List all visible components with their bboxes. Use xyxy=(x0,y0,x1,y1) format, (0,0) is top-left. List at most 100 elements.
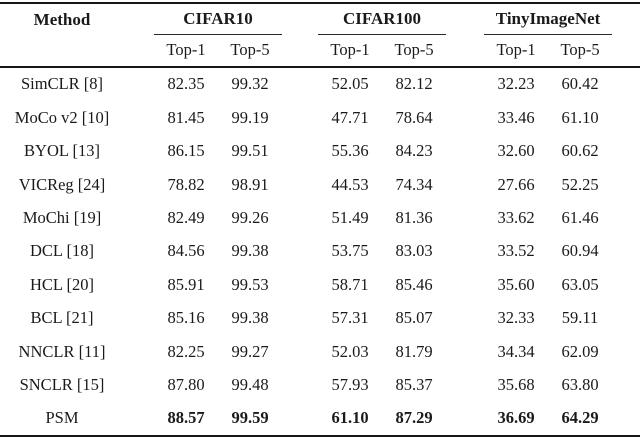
value-cell: 34.34 xyxy=(497,341,535,361)
method-cell: NNCLR [11] xyxy=(18,341,106,361)
spacer-cell xyxy=(124,369,154,402)
value-cell: 99.32 xyxy=(231,74,269,94)
value-cell: 60.42 xyxy=(561,74,599,94)
group-header-row: Method CIFAR10 CIFAR100 TinyImageNet xyxy=(0,3,640,35)
subheader-row: Top-1 Top-5 Top-1 Top-5 Top-1 Top-5 xyxy=(0,34,640,68)
value-cell: 81.45 xyxy=(167,107,205,127)
value-cell: 59.11 xyxy=(561,308,599,328)
subheader-cifar100-top5: Top-5 xyxy=(382,34,447,68)
method-cell: DCL [18] xyxy=(29,241,94,261)
value-cell: 82.25 xyxy=(167,341,205,361)
value-cell: 85.46 xyxy=(395,274,433,294)
value-cell: 81.36 xyxy=(395,208,433,227)
spacer-cell xyxy=(282,268,318,301)
spacer-cell xyxy=(124,135,154,168)
value-cell: 99.38 xyxy=(231,241,269,261)
value-cell: 35.68 xyxy=(497,374,535,394)
spacer-cell xyxy=(282,235,318,268)
value-cell: 51.49 xyxy=(331,208,369,227)
table-row: MoChi [19] 82.49 99.26 51.49 81.36 33.62… xyxy=(0,202,640,235)
method-column-header: Method xyxy=(33,9,91,29)
value-cell: 52.03 xyxy=(331,341,369,361)
value-cell: 60.62 xyxy=(561,141,599,161)
spacer-cell xyxy=(282,135,318,168)
table-row: BCL [21] 85.16 99.38 57.31 85.07 32.33 5… xyxy=(0,302,640,335)
spacer-cell xyxy=(124,3,154,35)
method-cell: PSM xyxy=(45,408,79,428)
spacer-cell xyxy=(612,402,640,436)
table-row: DCL [18] 84.56 99.38 53.75 83.03 33.52 6… xyxy=(0,235,640,268)
group-header-cifar100: CIFAR100 xyxy=(318,3,447,35)
spacer-cell xyxy=(612,3,640,35)
value-cell: 78.64 xyxy=(395,107,433,127)
value-cell: 60.94 xyxy=(561,241,599,261)
method-cell: HCL [20] xyxy=(29,274,94,294)
spacer-cell xyxy=(612,235,640,268)
value-cell: 33.52 xyxy=(497,241,535,261)
method-cell: VICReg [24] xyxy=(18,174,106,194)
value-cell: 88.57 xyxy=(167,408,205,428)
spacer-cell xyxy=(612,101,640,134)
value-cell: 87.29 xyxy=(395,408,433,428)
spacer-cell xyxy=(446,302,484,335)
value-cell: 98.91 xyxy=(231,174,269,194)
value-cell: 83.03 xyxy=(395,241,433,261)
spacer-cell xyxy=(124,335,154,368)
spacer-cell xyxy=(446,202,484,235)
table-row: HCL [20] 85.91 99.53 58.71 85.46 35.60 6… xyxy=(0,268,640,301)
spacer-cell xyxy=(282,34,319,68)
value-cell: 33.62 xyxy=(497,208,535,227)
table-row: NNCLR [11] 82.25 99.27 52.03 81.79 34.34… xyxy=(0,335,640,368)
spacer-cell xyxy=(124,101,154,134)
spacer-cell xyxy=(124,67,154,101)
spacer-cell xyxy=(282,101,318,134)
value-cell: 62.09 xyxy=(561,341,599,361)
value-cell: 99.26 xyxy=(231,208,269,227)
spacer-cell xyxy=(124,268,154,301)
value-cell: 99.19 xyxy=(231,107,269,127)
value-cell: 32.23 xyxy=(497,74,535,94)
value-cell: 52.25 xyxy=(561,174,599,194)
value-cell: 35.60 xyxy=(497,274,535,294)
spacer-cell xyxy=(446,268,484,301)
table-row-psm: PSM 88.57 99.59 61.10 87.29 36.69 64.29 xyxy=(0,402,640,436)
spacer-cell xyxy=(282,3,318,35)
value-cell: 32.60 xyxy=(497,141,535,161)
spacer-cell xyxy=(446,135,484,168)
value-cell: 47.71 xyxy=(331,107,369,127)
spacer-cell xyxy=(282,335,318,368)
spacer-cell xyxy=(282,402,318,436)
spacer-cell xyxy=(446,3,484,35)
spacer-cell xyxy=(446,369,484,402)
value-cell: 85.16 xyxy=(167,308,205,328)
subheader-cifar100-top1: Top-1 xyxy=(318,34,383,68)
spacer-cell xyxy=(446,335,484,368)
value-cell: 63.05 xyxy=(561,274,599,294)
spacer-cell xyxy=(612,135,640,168)
value-cell: 57.93 xyxy=(331,374,369,394)
spacer-cell xyxy=(282,302,318,335)
spacer-cell xyxy=(282,202,318,235)
method-cell: SNCLR [15] xyxy=(19,374,105,394)
spacer-cell xyxy=(446,168,484,201)
value-cell: 53.75 xyxy=(331,241,369,261)
value-cell: 33.46 xyxy=(497,107,535,127)
subheader-cifar10-top5: Top-5 xyxy=(218,34,283,68)
spacer-cell xyxy=(446,101,484,134)
method-cell: BYOL [13] xyxy=(24,141,100,161)
value-cell: 63.80 xyxy=(561,374,599,394)
value-cell: 85.37 xyxy=(395,374,433,394)
value-cell: 52.05 xyxy=(331,74,369,94)
value-cell: 36.69 xyxy=(497,408,535,428)
value-cell: 99.38 xyxy=(231,308,269,328)
spacer-cell xyxy=(446,402,484,436)
value-cell: 78.82 xyxy=(167,174,205,194)
spacer-cell xyxy=(124,302,154,335)
value-cell: 99.27 xyxy=(231,341,269,361)
method-cell: BCL [21] xyxy=(30,308,94,328)
spacer-cell xyxy=(282,67,318,101)
value-cell: 81.79 xyxy=(395,341,433,361)
table-row: VICReg [24] 78.82 98.91 44.53 74.34 27.6… xyxy=(0,168,640,201)
value-cell: 99.59 xyxy=(231,408,269,428)
value-cell: 32.33 xyxy=(497,308,535,328)
